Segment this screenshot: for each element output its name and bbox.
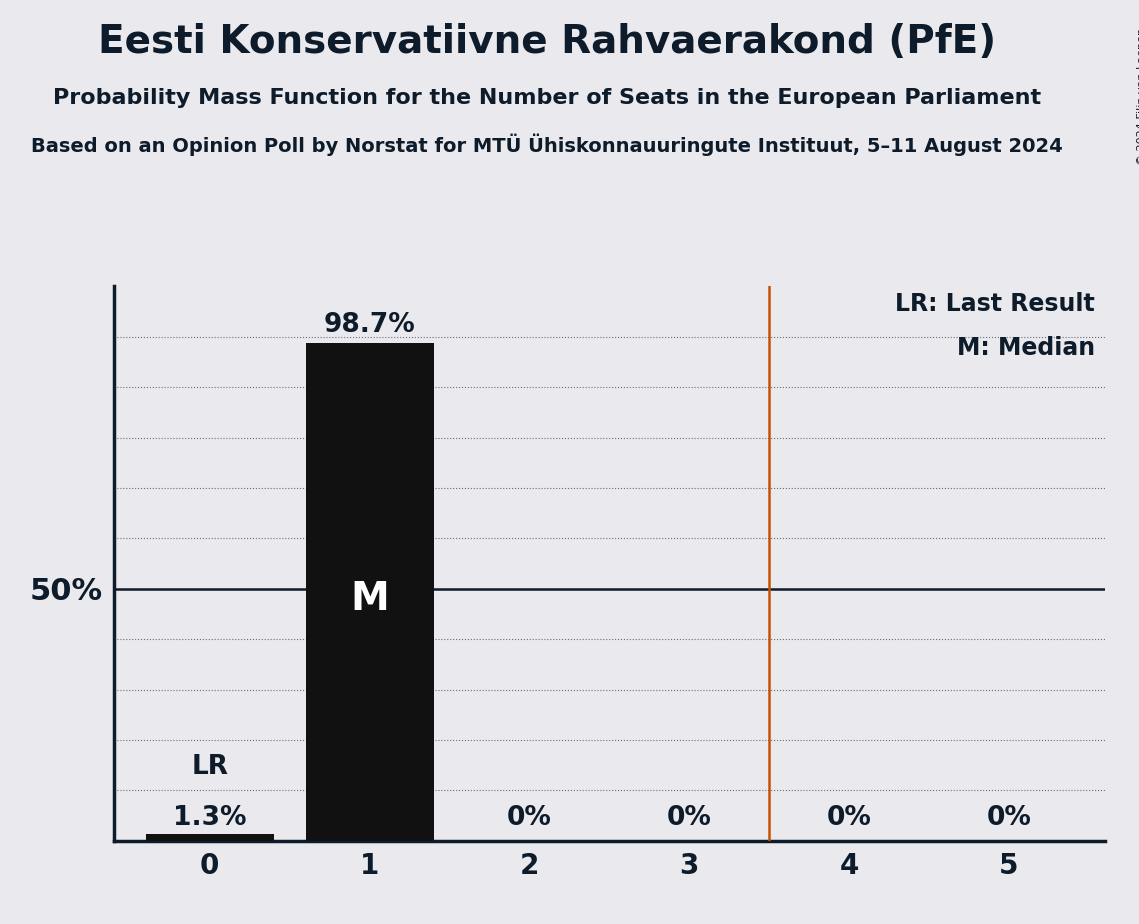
Text: 1.3%: 1.3% bbox=[173, 805, 246, 831]
Text: 0%: 0% bbox=[507, 805, 552, 831]
Text: 0%: 0% bbox=[827, 805, 871, 831]
Bar bbox=[305, 344, 434, 841]
Text: M: Median: M: Median bbox=[957, 336, 1095, 360]
Text: 0%: 0% bbox=[986, 805, 1032, 831]
Text: M: M bbox=[351, 580, 390, 618]
Text: Based on an Opinion Poll by Norstat for MTÜ Ühiskonnauuringute Instituut, 5–11 A: Based on an Opinion Poll by Norstat for … bbox=[31, 134, 1063, 156]
Text: 98.7%: 98.7% bbox=[323, 312, 416, 338]
Text: LR: LR bbox=[191, 754, 228, 781]
Text: LR: Last Result: LR: Last Result bbox=[895, 292, 1095, 316]
Bar bbox=[146, 834, 273, 841]
Text: Probability Mass Function for the Number of Seats in the European Parliament: Probability Mass Function for the Number… bbox=[52, 88, 1041, 108]
Text: 0%: 0% bbox=[666, 805, 712, 831]
Text: © 2024 Filip van Laenen: © 2024 Filip van Laenen bbox=[1137, 28, 1139, 164]
Text: Eesti Konservatiivne Rahvaerakond (PfE): Eesti Konservatiivne Rahvaerakond (PfE) bbox=[98, 23, 995, 61]
